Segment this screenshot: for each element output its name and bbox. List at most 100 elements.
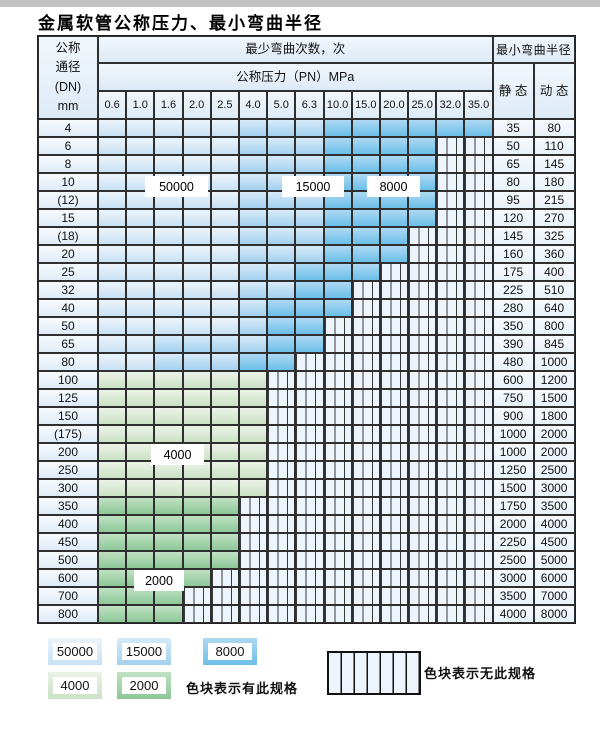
- spec-cell-available: [98, 263, 127, 281]
- spec-cell-unavailable: [464, 191, 493, 209]
- spec-cell-unavailable: [238, 587, 268, 605]
- pressure-header-cell: 35.0: [464, 91, 493, 119]
- spec-cell-unavailable: [436, 551, 465, 569]
- spec-cell-available: [210, 371, 239, 389]
- spec-cell-unavailable: [295, 443, 324, 461]
- spec-cell-unavailable: [436, 299, 465, 317]
- spec-cell-unavailable: [436, 173, 465, 191]
- legend-swatch-50000-value: 50000: [53, 643, 97, 660]
- spec-cell-unavailable: [408, 533, 437, 551]
- spec-cell-unavailable: [408, 551, 437, 569]
- spec-cell-available: [210, 497, 239, 515]
- spec-cell-available: [126, 551, 155, 569]
- spec-cell-unavailable: [351, 335, 380, 353]
- spec-cell-unavailable: [238, 515, 268, 533]
- header-dynamic: 动 态: [533, 63, 575, 119]
- legend-swatch-8000: 8000: [203, 638, 257, 665]
- static-radius-value: 1000: [492, 425, 534, 443]
- spec-cell-available: [238, 407, 268, 425]
- static-radius-value: 80: [492, 173, 534, 191]
- spec-cell-available: [238, 335, 268, 353]
- spec-cell-available: [295, 137, 324, 155]
- spec-cell-unavailable: [379, 263, 409, 281]
- spec-cell-unavailable: [351, 425, 380, 443]
- row-dn-label: 50: [38, 317, 98, 335]
- spec-cell-unavailable: [464, 209, 493, 227]
- dynamic-radius-value: 2500: [533, 461, 575, 479]
- row-dn-label: 40: [38, 299, 98, 317]
- spec-cell-available: [267, 209, 296, 227]
- static-radius-value: 3000: [492, 569, 534, 587]
- row-dn-label: 150: [38, 407, 98, 425]
- spec-cell-unavailable: [464, 299, 493, 317]
- spec-cell-available: [323, 155, 352, 173]
- spec-cell-unavailable: [436, 317, 465, 335]
- spec-cell-unavailable: [464, 281, 493, 299]
- row-dn-label: 400: [38, 515, 98, 533]
- spec-cell-available: [154, 137, 183, 155]
- spec-cell-available: [182, 497, 211, 515]
- row-dn-label: 4: [38, 119, 98, 137]
- spec-cell-unavailable: [323, 533, 352, 551]
- spec-cell-available: [238, 317, 268, 335]
- static-radius-value: 750: [492, 389, 534, 407]
- pressure-header-cell: 1.0: [126, 91, 155, 119]
- spec-cell-available: [182, 137, 211, 155]
- spec-cell-available: [210, 299, 239, 317]
- spec-cell-unavailable: [379, 335, 409, 353]
- spec-cell-available: [182, 245, 211, 263]
- spec-cell-available: [210, 389, 239, 407]
- spec-cell-unavailable: [464, 533, 493, 551]
- spec-cell-unavailable: [436, 479, 465, 497]
- dynamic-radius-value: 3000: [533, 479, 575, 497]
- dynamic-radius-value: 1200: [533, 371, 575, 389]
- header-dn: 公称 通径 (DN) mm: [38, 36, 98, 119]
- zone-label-2000: 2000: [134, 570, 184, 591]
- spec-cell-unavailable: [267, 371, 296, 389]
- spec-cell-available: [210, 119, 239, 137]
- dynamic-radius-value: 800: [533, 317, 575, 335]
- spec-cell-available: [267, 227, 296, 245]
- spec-cell-available: [126, 407, 155, 425]
- spec-cell-available: [210, 191, 239, 209]
- spec-cell-available: [154, 119, 183, 137]
- spec-cell-unavailable: [464, 263, 493, 281]
- spec-cell-unavailable: [408, 479, 437, 497]
- row-dn-label: 300: [38, 479, 98, 497]
- spec-cell-unavailable: [323, 389, 352, 407]
- spec-cell-unavailable: [408, 569, 437, 587]
- spec-cell-available: [182, 209, 211, 227]
- spec-table: 公称 通径 (DN) mm 最少弯曲次数，次 最小弯曲半径 公称压力（PN）MP…: [37, 35, 576, 624]
- spec-cell-available: [126, 335, 155, 353]
- spec-cell-unavailable: [464, 317, 493, 335]
- zone-label-8000: 8000: [367, 176, 420, 197]
- spec-cell-unavailable: [295, 551, 324, 569]
- spec-cell-unavailable: [351, 497, 380, 515]
- spec-cell-unavailable: [379, 479, 409, 497]
- row-dn-label: 600: [38, 569, 98, 587]
- spec-cell-unavailable: [408, 605, 437, 623]
- spec-cell-unavailable: [436, 587, 465, 605]
- static-radius-value: 900: [492, 407, 534, 425]
- pressure-header-cell: 20.0: [379, 91, 409, 119]
- spec-cell-unavailable: [408, 407, 437, 425]
- dynamic-radius-value: 2000: [533, 443, 575, 461]
- spec-cell-unavailable: [182, 605, 211, 623]
- spec-cell-available: [323, 137, 352, 155]
- spec-cell-available: [210, 353, 239, 371]
- spec-cell-unavailable: [379, 371, 409, 389]
- spec-cell-unavailable: [379, 461, 409, 479]
- spec-cell-available: [210, 245, 239, 263]
- legend-available-note: 色块表示有此规格: [186, 681, 299, 696]
- spec-cell-available: [238, 281, 268, 299]
- spec-cell-available: [238, 245, 268, 263]
- spec-cell-unavailable: [238, 551, 268, 569]
- zone-label-50000: 50000: [145, 176, 208, 197]
- spec-cell-unavailable: [436, 155, 465, 173]
- spec-cell-unavailable: [351, 605, 380, 623]
- spec-cell-unavailable: [436, 389, 465, 407]
- spec-cell-unavailable: [436, 407, 465, 425]
- spec-cell-unavailable: [464, 425, 493, 443]
- spec-cell-available: [126, 389, 155, 407]
- spec-cell-unavailable: [436, 443, 465, 461]
